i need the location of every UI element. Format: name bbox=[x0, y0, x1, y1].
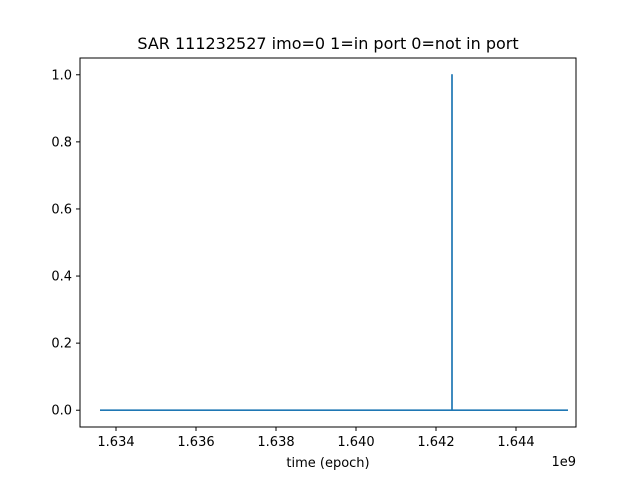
x-tick-label: 1.634 bbox=[97, 435, 134, 450]
y-tick-label: 0.8 bbox=[51, 135, 72, 150]
chart-title: SAR 111232527 imo=0 1=in port 0=not in p… bbox=[137, 34, 518, 53]
plot-area bbox=[79, 57, 577, 428]
x-tick-label: 1.636 bbox=[177, 435, 214, 450]
y-tick-label: 0.0 bbox=[51, 404, 72, 419]
x-axis-offset-label: 1e9 bbox=[551, 455, 576, 470]
x-axis-label: time (epoch) bbox=[286, 456, 369, 471]
y-tick-label: 0.2 bbox=[51, 337, 72, 352]
x-axis: 1.634 1.636 1.638 1.640 1.642 1.644 bbox=[97, 427, 535, 450]
x-tick-label: 1.640 bbox=[337, 435, 374, 450]
y-tick-label: 0.6 bbox=[51, 202, 72, 217]
series-line-0 bbox=[100, 73, 568, 412]
y-tick-label: 0.4 bbox=[51, 270, 72, 285]
y-axis: 0.0 0.2 0.4 0.6 0.8 1.0 bbox=[51, 68, 80, 419]
x-tick-label: 1.638 bbox=[257, 435, 294, 450]
plot-frame bbox=[79, 57, 577, 428]
x-tick-label: 1.642 bbox=[417, 435, 454, 450]
y-tick-label: 1.0 bbox=[51, 68, 72, 83]
x-tick-label: 1.644 bbox=[497, 435, 534, 450]
